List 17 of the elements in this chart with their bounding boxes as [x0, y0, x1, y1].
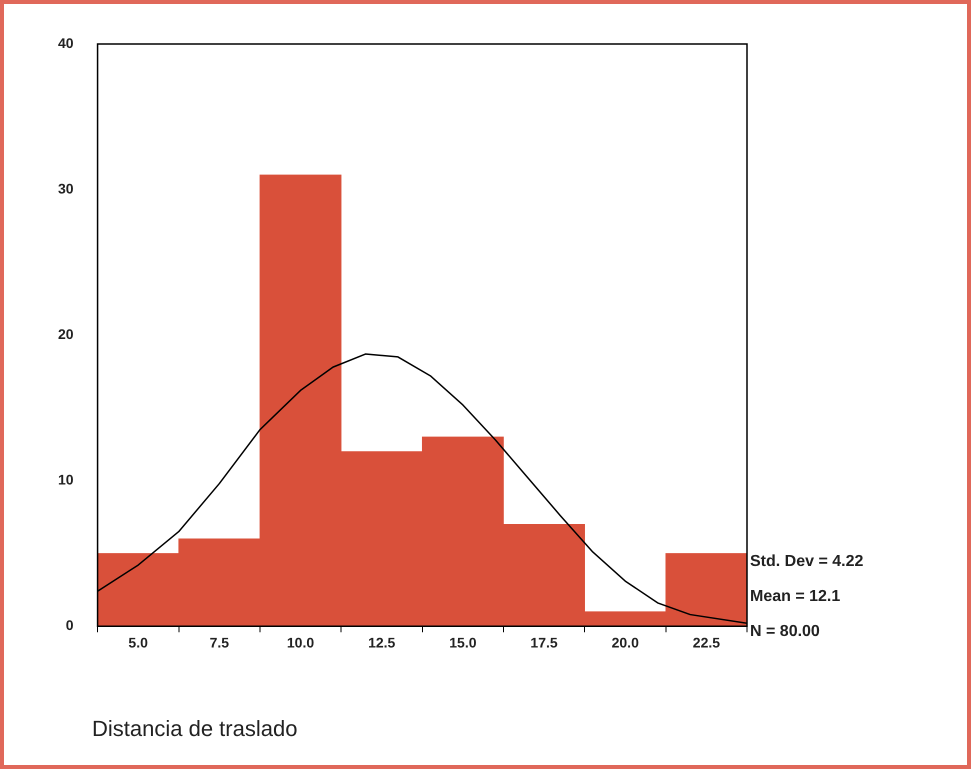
x-tick-label: 10.0 — [286, 634, 314, 650]
x-tick-label: 20.0 — [612, 634, 640, 650]
y-tick-label: 10 — [58, 472, 74, 488]
y-tick-label: 30 — [58, 180, 74, 196]
x-tick-label: 15.0 — [449, 634, 477, 650]
y-tick-label: 40 — [58, 34, 74, 51]
y-tick-label: 0 — [66, 617, 74, 634]
text: Mean = 12.1 — [750, 587, 842, 607]
y-tick-label: 20 — [58, 326, 74, 342]
x-tick-label: 7.5 — [210, 634, 230, 650]
x-tick-label: 17.5 — [530, 634, 558, 650]
x-tick-label: 12.5 — [368, 634, 396, 650]
text: N = 80.00 — [750, 622, 821, 642]
x-tick-label: 5.0 — [128, 634, 148, 650]
x-tick-label: 22.5 — [692, 634, 720, 650]
x-axis-title: Distancia de traslado — [92, 716, 298, 742]
text: Std. Dev = 4.22 — [750, 552, 864, 572]
